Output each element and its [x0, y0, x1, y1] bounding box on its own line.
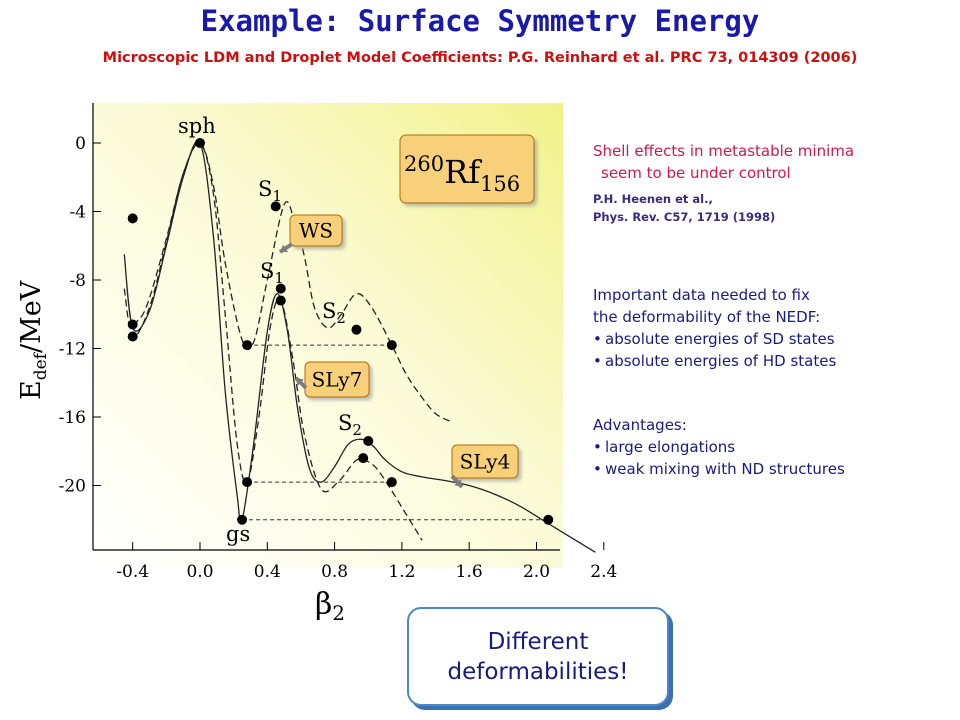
y-tick-label: -4	[69, 203, 86, 223]
sly4-box	[451, 444, 519, 479]
important-line-2: the deformability of the NEDF:	[593, 308, 821, 326]
y-tick-label: -8	[69, 271, 86, 291]
callout-line-2: deformabilities!	[447, 658, 629, 685]
ref-line-2: Phys. Rev. C57, 1719 (1998)	[593, 210, 776, 224]
s1-label-upper: S1	[258, 177, 282, 205]
data-point	[195, 138, 205, 148]
callout-line-1: Different	[487, 628, 589, 655]
slide-subtitle: Microscopic LDM and Droplet Model Coeffi…	[102, 50, 858, 66]
x-tick-label: 2.4	[590, 562, 617, 582]
data-point	[351, 324, 362, 335]
x-tick-label: 0.4	[254, 562, 281, 582]
data-point	[275, 295, 286, 306]
ws-label: WS	[299, 219, 333, 243]
shell-effects-note: Shell effects in metastable minima seem …	[593, 140, 854, 184]
important-data-note: Important data needed to fix the deforma…	[593, 284, 836, 372]
data-point	[127, 331, 138, 342]
data-point	[242, 477, 253, 488]
y-tick-label: 0	[75, 134, 86, 154]
list-item: weak mixing with ND structures	[593, 458, 845, 480]
x-tick-label: 0.8	[321, 562, 348, 582]
y-tick-label: -20	[59, 477, 86, 497]
advantages-list: large elongations weak mixing with ND st…	[593, 436, 845, 480]
s1-label-lower: S1	[260, 259, 284, 287]
ws-arrow-head	[280, 244, 288, 253]
ref-line-1: P.H. Heenen et al.,	[593, 192, 713, 206]
nucleus-box	[399, 134, 535, 204]
sph-label: sph	[178, 114, 216, 138]
y-axis-label: Edef/MeV	[16, 280, 51, 400]
x-tick-label: 1.2	[388, 562, 415, 582]
data-point	[543, 514, 554, 525]
y-tick-label: -16	[59, 408, 86, 428]
s2-label-lower: S2	[338, 411, 362, 439]
data-point	[386, 340, 397, 351]
data-point	[386, 477, 397, 488]
important-list: absolute energies of SD states absolute …	[593, 328, 836, 372]
slide-title: Example: Surface Symmetry Energy	[200, 4, 760, 38]
ws-box	[289, 214, 343, 247]
shell-line-1: Shell effects in metastable minima	[593, 142, 855, 160]
sly4-label: SLy4	[460, 450, 511, 474]
advantages-note: Advantages: large elongations weak mixin…	[593, 414, 845, 480]
important-line-1: Important data needed to fix	[593, 286, 810, 304]
s2-label-upper: S2	[322, 299, 346, 327]
list-item: large elongations	[593, 436, 845, 458]
sly7-box	[304, 361, 370, 398]
x-tick-label: 1.6	[456, 562, 483, 582]
series-curve-ws	[132, 142, 453, 423]
x-tick-label: 2.0	[523, 562, 550, 582]
x-axis-label: β2	[315, 587, 345, 625]
data-point	[363, 435, 374, 446]
data-point	[237, 514, 248, 525]
x-tick-label: -0.4	[116, 562, 149, 582]
shell-line-2: seem to be under control	[601, 164, 791, 182]
nucleus-label: 260Rf156	[404, 152, 520, 196]
gs-label: gs	[226, 522, 250, 546]
y-tick-label: -12	[59, 340, 86, 360]
data-point	[127, 213, 138, 224]
advantages-title: Advantages:	[593, 416, 687, 434]
deformabilities-callout: Different deformabilities!	[407, 607, 669, 706]
data-point	[275, 283, 286, 294]
data-point	[127, 319, 138, 330]
list-item: absolute energies of SD states	[593, 328, 836, 350]
x-tick-label: 0.0	[186, 562, 213, 582]
sly7-label: SLy7	[312, 368, 363, 392]
reference-note: P.H. Heenen et al., Phys. Rev. C57, 1719…	[593, 190, 775, 226]
sly4-arrow-head	[454, 479, 462, 487]
data-point	[358, 453, 369, 464]
sly7-arrow-head	[296, 378, 304, 386]
data-point	[270, 201, 281, 212]
list-item: absolute energies of HD states	[593, 350, 836, 372]
data-point	[242, 340, 253, 351]
